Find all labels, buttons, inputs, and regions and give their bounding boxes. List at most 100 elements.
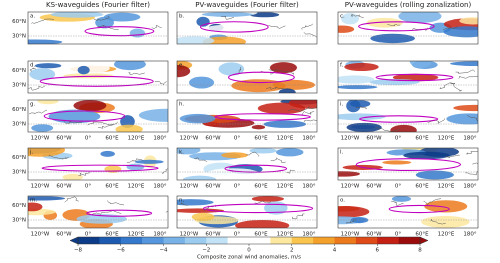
anomaly-blob (288, 100, 317, 109)
waveguide-contour (375, 73, 454, 82)
panel-frame (27, 195, 169, 229)
lon-label: 60°W (56, 232, 72, 238)
anomaly-blob (344, 62, 379, 72)
colorbar-segment (120, 237, 143, 244)
coastline (439, 69, 478, 92)
map-content (177, 100, 317, 132)
colorbar-label: Composite zonal wind anomalies, m/s (197, 255, 301, 261)
panel-label: l. (340, 150, 344, 156)
lon-label: 60°W (366, 232, 382, 238)
anomaly-blob (278, 88, 296, 93)
colorbar-segment (398, 237, 421, 244)
lon-label: 60°W (205, 136, 221, 142)
lon-label: 60°W (205, 184, 221, 190)
panel-frame (176, 147, 318, 181)
lon-label: 0° (85, 136, 91, 142)
map-panel: o. (337, 195, 479, 229)
colorbar-extend (69, 236, 79, 245)
anomaly-blob (179, 113, 216, 124)
anomaly-blob (390, 124, 417, 132)
map-content (28, 12, 168, 44)
colorbar-segment (313, 237, 335, 244)
column-title: PV-waveguides (rolling zonalization) (345, 1, 472, 9)
coastline (288, 106, 317, 123)
colorbar-segment (227, 237, 250, 244)
lon-label: 120°E (128, 136, 145, 142)
lon-label: 180° (463, 232, 476, 238)
anomaly-blob (138, 108, 168, 122)
panel-label: j. (29, 150, 34, 156)
lon-label: 0° (395, 184, 401, 190)
lon-label: 120°W (341, 136, 360, 142)
panel-frame (27, 99, 169, 133)
anomaly-blob (29, 68, 56, 81)
panel-label: i. (340, 102, 344, 108)
anomaly-blob (421, 215, 470, 228)
panel-label: b. (179, 14, 184, 20)
lon-label: 60°E (105, 184, 119, 190)
lon-label: 180° (463, 136, 476, 142)
anomaly-blob (249, 12, 280, 18)
anomaly-blob (235, 219, 290, 228)
anomaly-blob (201, 12, 253, 17)
anomaly-blob (272, 79, 316, 90)
colorbar-segment (355, 237, 378, 244)
anomaly-blob (366, 17, 403, 28)
lon-label: 180° (302, 136, 315, 142)
anomaly-blob (419, 119, 453, 130)
panel-frame (337, 195, 479, 229)
anomaly-blob (177, 208, 224, 213)
coastline (28, 67, 167, 91)
lat-label: 60°N (12, 68, 26, 74)
panel-frame (176, 195, 318, 229)
lat-label: 30°N (12, 218, 26, 224)
map-panel: g. (27, 99, 169, 133)
anomaly-blob (346, 122, 382, 132)
colorbar-segment (78, 237, 100, 244)
map-content (177, 61, 317, 93)
colorbar-tick-label: 6 (376, 248, 380, 254)
lon-label: 120°E (438, 136, 455, 142)
coastline (221, 15, 317, 38)
anomaly-blob (382, 160, 412, 165)
coastline (194, 151, 295, 174)
panel-frame (337, 147, 479, 181)
anomaly-blob (251, 125, 266, 130)
anomaly-blob (284, 216, 312, 228)
anomaly-blob (403, 151, 450, 160)
waveguide-contour (228, 71, 295, 84)
coastline (179, 200, 305, 220)
lon-label: 0° (234, 184, 240, 190)
panel-frame (176, 99, 318, 133)
lon-label: 180° (153, 136, 166, 142)
coastline (48, 155, 168, 177)
lon-label: 60°E (415, 184, 429, 190)
column-title: KS-waveguides (Fourier filter) (46, 1, 150, 9)
map-panel: j. (27, 147, 169, 181)
lon-label: 120°E (438, 184, 455, 190)
lon-label: 180° (153, 232, 166, 238)
colorbar-extend (419, 236, 429, 245)
map-content (338, 12, 478, 44)
lon-label: 120°E (438, 232, 455, 238)
map-panel: l. (337, 147, 479, 181)
lon-label: 0° (395, 136, 401, 142)
anomaly-blob (37, 100, 59, 105)
panel-label: a. (30, 14, 35, 20)
lon-label: 120°W (31, 136, 50, 142)
colorbar-tick-label: 4 (333, 248, 337, 254)
anomaly-blob (177, 148, 201, 155)
panel-label: h. (179, 102, 184, 108)
panel-label: e. (179, 63, 184, 69)
waveguide-contour (388, 204, 450, 214)
map-panel: k. (176, 147, 318, 181)
anomaly-blob (63, 73, 114, 79)
map-content (338, 148, 478, 180)
map-content (28, 148, 168, 180)
lon-label: 180° (302, 184, 315, 190)
anomaly-blob (453, 104, 478, 112)
waveguide-contour (358, 21, 435, 32)
coastline (64, 196, 168, 215)
lon-label: 180° (463, 184, 476, 190)
lon-label: 0° (85, 232, 91, 238)
